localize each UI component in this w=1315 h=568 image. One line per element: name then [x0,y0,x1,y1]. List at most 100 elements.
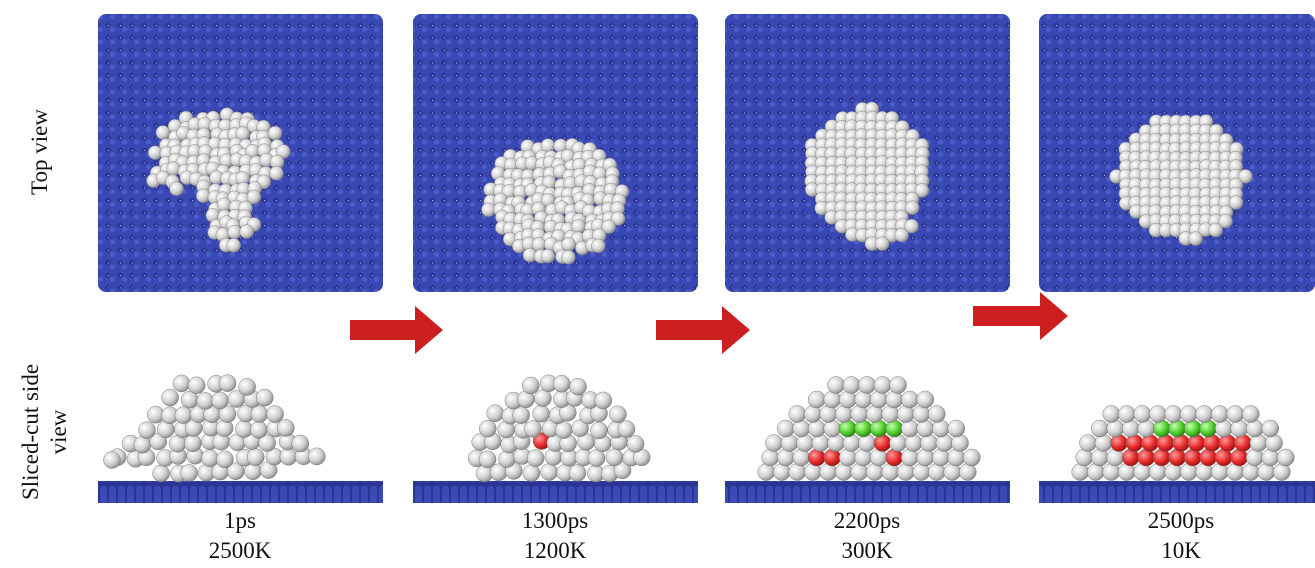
atom [1215,420,1232,437]
atom [1149,406,1166,423]
atom [104,452,121,469]
atom [886,449,903,466]
atom [1219,435,1236,452]
atom [948,420,965,437]
atom [1180,464,1197,481]
atom [835,406,852,423]
atom [952,435,969,452]
atom [235,421,252,438]
atom [1149,464,1166,481]
atom [1235,435,1252,452]
atom [1184,420,1201,437]
atom [859,377,876,394]
atom [855,391,872,408]
atom [812,435,829,452]
atom [1157,435,1174,452]
atom [1200,449,1217,466]
atom [866,464,883,481]
atom [267,406,284,423]
atom [162,389,179,406]
atom [308,448,325,465]
atom [553,375,570,392]
substrate-side [1039,481,1315,503]
temperature-label: 10K [1161,538,1201,563]
atom [268,126,282,140]
atom [1277,449,1294,466]
atom [758,464,775,481]
atom [1211,464,1228,481]
atom [569,464,586,481]
atom [928,464,945,481]
atom [839,449,856,466]
atom [1103,406,1120,423]
atom [1209,223,1223,237]
atom [917,391,934,408]
atom [156,126,170,140]
atom [561,250,575,264]
atom [487,405,504,422]
atom [1273,464,1290,481]
atom [875,237,889,251]
atom [251,405,268,422]
row-label: view [46,409,71,454]
atom [513,407,530,424]
atom [277,419,294,436]
atom [921,435,938,452]
atom [250,421,267,438]
atom [134,436,151,453]
atom [820,406,837,423]
atom [766,435,783,452]
atom [905,435,922,452]
atom [1258,464,1275,481]
atom [292,435,309,452]
atom [188,377,205,394]
row-label: Sliced-cut side [18,364,43,500]
atom [1091,420,1108,437]
atom [1118,464,1135,481]
atom [627,435,644,452]
time-label: 2200ps [834,508,901,533]
atom [820,464,837,481]
substrate-side [413,481,698,503]
atom [793,420,810,437]
atom [882,464,899,481]
atom [866,406,883,423]
atom [1126,435,1143,452]
atom [1211,406,1228,423]
atom [591,422,608,439]
atom [256,389,273,406]
atom [240,225,254,239]
arrow [350,306,443,354]
arrow [656,306,750,354]
atom [855,449,872,466]
substrate-side [725,481,1010,503]
atom [1262,449,1279,466]
atom [1165,464,1182,481]
atom [886,391,903,408]
atom [1142,435,1159,452]
atom [247,449,264,466]
atom [828,435,845,452]
atom [917,420,934,437]
atom [835,464,852,481]
atom [824,420,841,437]
panel: 2200ps 300K [725,14,1010,563]
atom [1103,464,1120,481]
atom [1076,449,1093,466]
atom [1262,420,1279,437]
atom [963,449,980,466]
atom [1165,406,1182,423]
atom [181,465,198,482]
temperature-label: 300K [841,538,893,563]
row-label: Top view [27,109,52,195]
atom [479,420,496,437]
atom [917,449,934,466]
atom [1080,435,1097,452]
atom [1087,464,1104,481]
atom [1250,435,1267,452]
atom [201,450,218,467]
atom [524,420,541,437]
